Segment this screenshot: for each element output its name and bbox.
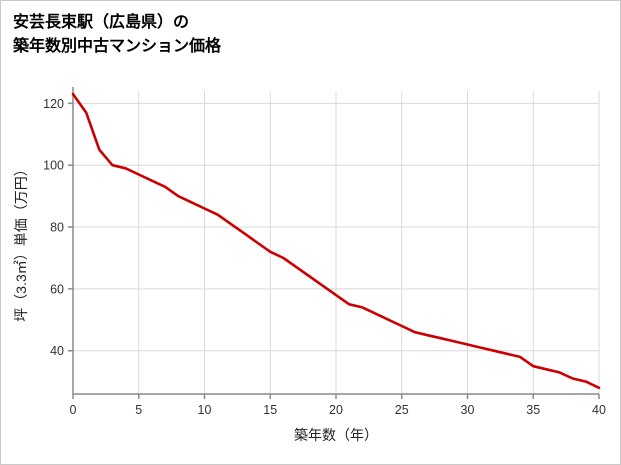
- x-tick-label: 35: [526, 403, 540, 417]
- x-tick-label: 15: [263, 403, 277, 417]
- y-tick-label: 40: [50, 344, 64, 358]
- x-axis-title: 築年数（年）: [294, 427, 378, 443]
- x-tick-label: 10: [198, 403, 212, 417]
- y-tick-label: 80: [50, 221, 64, 235]
- x-tick-label: 5: [135, 403, 142, 417]
- y-tick-label: 60: [50, 282, 64, 296]
- y-tick-label: 100: [43, 159, 64, 173]
- gridlines: [73, 91, 600, 394]
- y-tick-label: 120: [43, 97, 64, 111]
- x-tick-label: 40: [592, 403, 606, 417]
- chart-title-line2: 築年数別中古マンション価格: [13, 38, 222, 55]
- tick-labels: 0 5 10 15 20 25 30 35 40 40 60 80 100 120: [43, 97, 606, 417]
- x-tick-label: 0: [70, 403, 77, 417]
- x-tick-label: 25: [395, 403, 409, 417]
- x-tick-label: 30: [461, 403, 475, 417]
- price-line: [71, 92, 601, 390]
- chart-title-line1: 安芸長束駅（広島県）の: [13, 14, 190, 31]
- x-tick-label: 20: [329, 403, 343, 417]
- y-axis-title: 坪（3.3㎡）単価（万円）: [13, 162, 29, 322]
- chart-title: 安芸長束駅（広島県）の築年数別中古マンション価格: [13, 11, 221, 59]
